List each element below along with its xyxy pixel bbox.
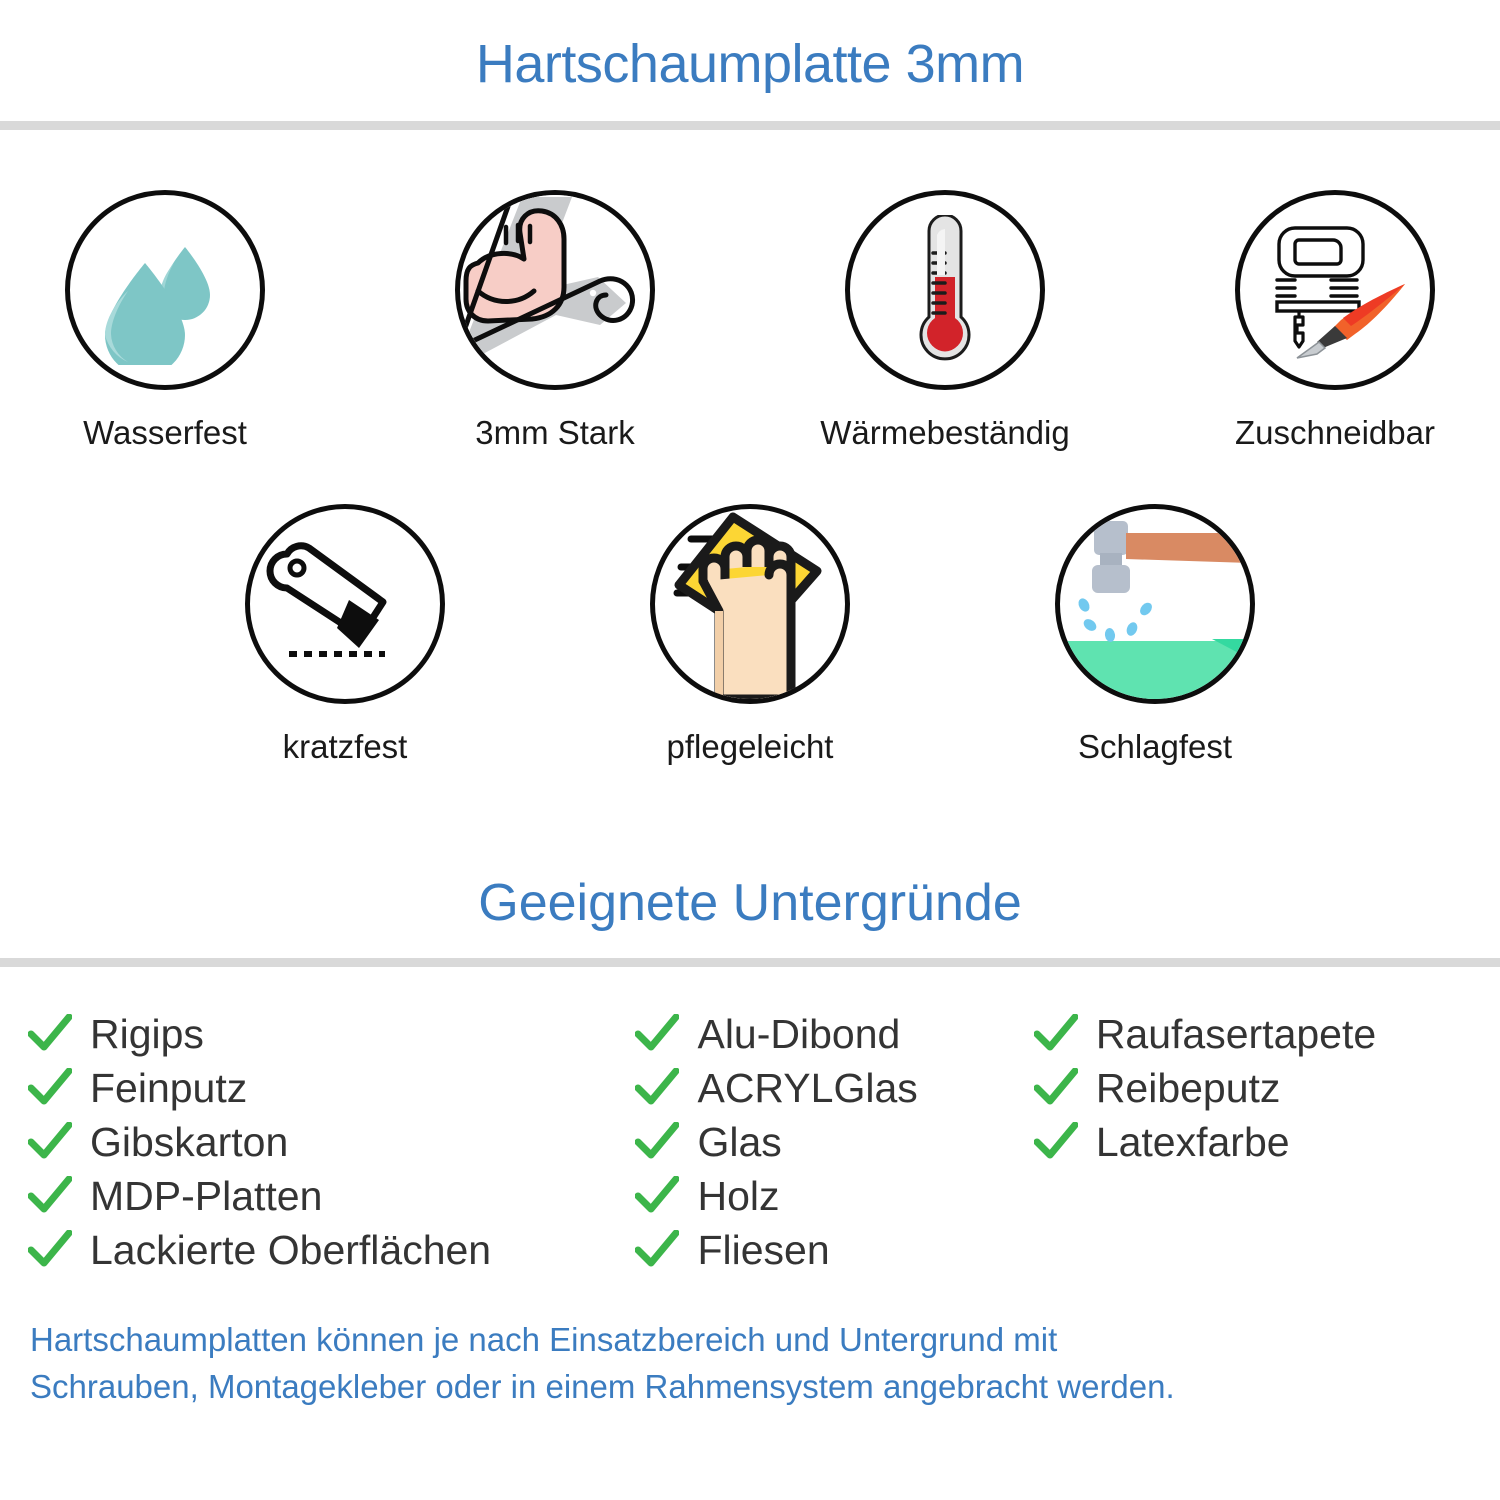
list-item: Rigips <box>28 1007 635 1061</box>
list-item: Raufasertapete <box>1033 1007 1472 1061</box>
substrate-column-3: Raufasertapete Reibeputz Latexfarbe <box>1033 1007 1472 1169</box>
list-item: Feinputz <box>28 1061 635 1115</box>
check-icon <box>635 1068 680 1105</box>
list-item-label: ACRYLGlas <box>697 1064 918 1111</box>
feature-icon-circle <box>650 503 850 704</box>
hand-with-cloth-icon <box>655 509 845 699</box>
list-item: Latexfarbe <box>1033 1115 1472 1169</box>
feature-label: Zuschneidbar <box>1235 413 1435 451</box>
check-icon <box>1033 1122 1078 1159</box>
thermometer-icon <box>885 214 1005 365</box>
substrate-column-1: Rigips Feinputz Gibskarton MDP-Platten L… <box>28 1007 635 1277</box>
list-item: Alu-Dibond <box>635 1007 1033 1061</box>
list-item-label: Feinputz <box>90 1064 248 1111</box>
cutter-knife-scratch-icon <box>265 524 425 684</box>
page-title: Hartschaumplatte 3mm <box>475 34 1025 94</box>
flexed-biceps-icon <box>460 194 650 385</box>
divider-top <box>0 120 1500 130</box>
substrate-checklist: Rigips Feinputz Gibskarton MDP-Platten L… <box>0 967 1500 1277</box>
check-icon <box>1033 1068 1078 1105</box>
list-item-label: Rigips <box>90 1010 204 1057</box>
feature-schlagfest[interactable]: Schlagfest <box>1005 503 1305 766</box>
list-item-label: Latexfarbe <box>1095 1118 1290 1165</box>
jigsaw-and-cutter-icon <box>1255 210 1415 370</box>
feature-zuschneidbar[interactable]: Zuschneidbar <box>1185 189 1485 452</box>
list-item: ACRYLGlas <box>635 1061 1033 1115</box>
check-icon <box>635 1122 680 1159</box>
feature-label: kratzfest <box>282 727 408 765</box>
list-item-label: Lackierte Oberflächen <box>90 1226 492 1273</box>
section-title-substrates: Geeignete Untergründe <box>478 873 1022 932</box>
list-item-label: Alu-Dibond <box>697 1010 901 1057</box>
check-icon <box>28 1230 72 1267</box>
feature-label: Schlagfest <box>1077 727 1233 765</box>
list-item-label: Fliesen <box>697 1226 830 1273</box>
footer-note-line-1: Hartschaumplatten können je nach Einsatz… <box>30 1321 1058 1359</box>
list-item: MDP-Platten <box>28 1169 635 1223</box>
list-item: Reibeputz <box>1033 1061 1472 1115</box>
list-item-label: Raufasertapete <box>1095 1010 1377 1057</box>
feature-icon-circle <box>1055 503 1255 704</box>
check-icon <box>635 1014 680 1051</box>
divider-middle <box>0 958 1500 968</box>
feature-pflegeleicht[interactable]: pflegeleicht <box>600 503 900 766</box>
feature-icon-circle <box>455 189 655 390</box>
list-item-label: Holz <box>697 1172 780 1219</box>
feature-row-2: kratzfest pflegeleic <box>0 503 1500 766</box>
feature-icon-circle <box>245 503 445 704</box>
footer-note-line-2: Schrauben, Montagekleber oder in einem R… <box>30 1368 1175 1406</box>
feature-kratzfest[interactable]: kratzfest <box>195 503 495 766</box>
feature-label: 3mm Stark <box>475 413 635 451</box>
list-item: Holz <box>635 1169 1033 1223</box>
list-item: Gibskarton <box>28 1115 635 1169</box>
feature-icon-circle <box>845 189 1045 390</box>
feature-row-1: Wasserfest <box>0 189 1500 452</box>
check-icon <box>1033 1014 1078 1051</box>
check-icon <box>28 1014 72 1051</box>
feature-icon-circle <box>1235 189 1435 390</box>
water-drops-icon <box>90 215 240 365</box>
feature-icon-circle <box>65 189 265 390</box>
list-item-label: Reibeputz <box>1095 1064 1281 1111</box>
check-icon <box>635 1230 680 1267</box>
feature-label: Wasserfest <box>83 413 247 451</box>
list-item: Glas <box>635 1115 1033 1169</box>
list-item: Fliesen <box>635 1223 1033 1277</box>
feature-waermebestaendig[interactable]: Wärmebeständig <box>795 189 1095 452</box>
feature-label: Wärmebeständig <box>820 413 1070 451</box>
feature-3mm-stark[interactable]: 3mm Stark <box>405 189 705 452</box>
check-icon <box>28 1068 72 1105</box>
list-item: Lackierte Oberflächen <box>28 1223 635 1277</box>
list-item-label: Gibskarton <box>90 1118 289 1165</box>
feature-wasserfest[interactable]: Wasserfest <box>15 189 315 452</box>
feature-grid: Wasserfest <box>0 130 1500 766</box>
list-item-label: Glas <box>697 1118 782 1165</box>
check-icon <box>635 1176 680 1213</box>
check-icon <box>28 1176 72 1213</box>
list-item-label: MDP-Platten <box>90 1172 323 1219</box>
substrate-column-2: Alu-Dibond ACRYLGlas Glas Holz Fliesen <box>635 1007 1033 1277</box>
footer-note: Hartschaumplatten können je nach Einsatz… <box>0 1277 1500 1411</box>
check-icon <box>28 1122 72 1159</box>
hammer-impact-icon <box>1060 509 1250 699</box>
feature-label: pflegeleicht <box>666 727 834 765</box>
